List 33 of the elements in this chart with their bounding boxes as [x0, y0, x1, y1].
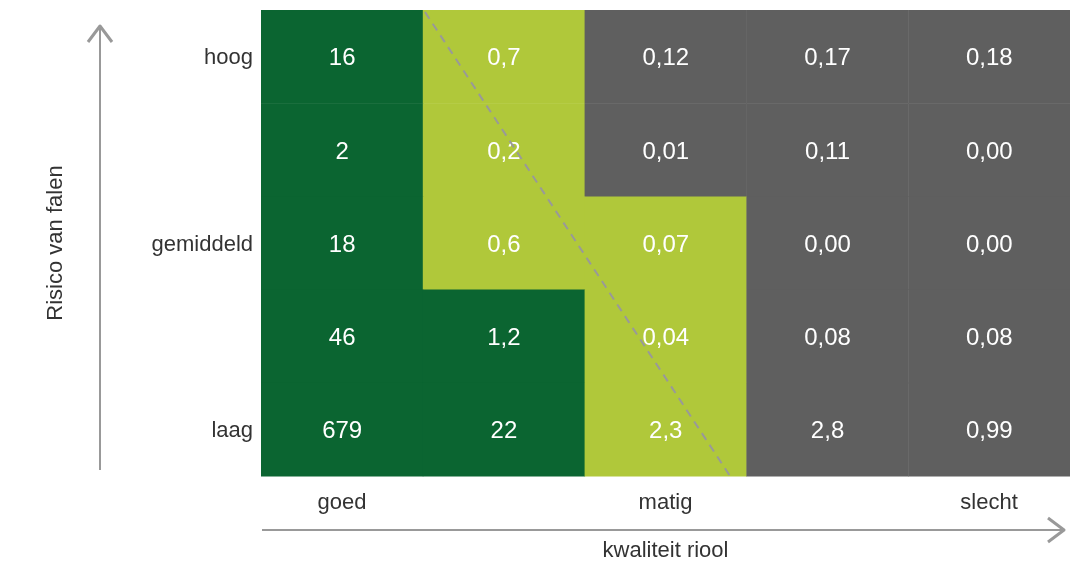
- data-label: 0,04: [642, 322, 690, 350]
- data-label: 0,00: [804, 229, 851, 257]
- y-tick-label: hoog: [204, 44, 253, 70]
- data-label: 2: [335, 136, 349, 164]
- y-tick-label: laag: [211, 416, 253, 442]
- data-label: 0,07: [642, 229, 690, 257]
- data-label: 18: [328, 229, 356, 257]
- data-label: 0,00: [965, 136, 1013, 164]
- data-label: 2,8: [810, 416, 845, 444]
- y-tick-label: gemiddeld: [151, 230, 253, 256]
- data-label: 1,2: [487, 322, 521, 350]
- data-label: 0,18: [965, 43, 1013, 71]
- data-label: 0,12: [642, 43, 690, 71]
- data-label: 22: [490, 416, 518, 444]
- data-label: 0,99: [965, 416, 1013, 444]
- data-label: 0,11: [805, 136, 851, 164]
- data-label: 0,17: [804, 43, 851, 71]
- x-tick-label: slecht: [960, 488, 1018, 514]
- y-axis-title: Risico van falen: [41, 165, 67, 321]
- data-label: 0,7: [487, 43, 521, 71]
- data-label: 0,08: [965, 322, 1013, 350]
- data-label: 16: [328, 43, 356, 71]
- x-tick-label: goed: [317, 488, 367, 514]
- x-tick-label: matig: [638, 488, 693, 514]
- data-label: 0,01: [642, 136, 690, 164]
- x-axis-title: kwaliteit riool: [602, 536, 729, 562]
- data-label: 0,2: [487, 136, 521, 164]
- data-label: 2,3: [649, 416, 683, 444]
- data-label: 0,00: [965, 229, 1013, 257]
- data-label: 0,08: [804, 322, 851, 350]
- data-label: 0,6: [487, 229, 521, 257]
- data-label: 46: [328, 322, 356, 350]
- data-label: 679: [322, 416, 363, 444]
